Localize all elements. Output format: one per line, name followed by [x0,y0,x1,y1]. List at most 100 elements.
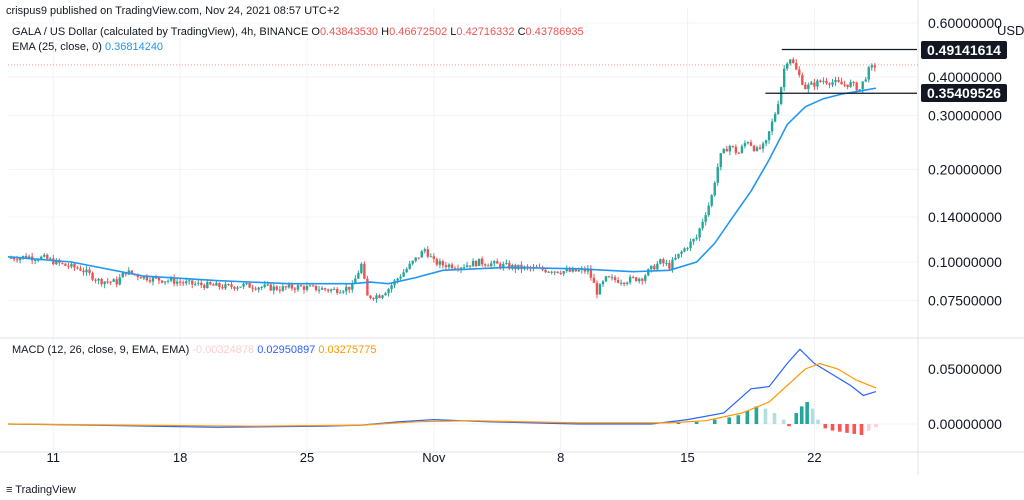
candle-down [299,285,303,287]
candle-down [613,277,617,281]
candle-down [302,286,306,290]
candle-up [490,263,493,267]
candle-down [248,282,251,288]
candle-up [665,262,668,264]
candle-up [447,264,451,268]
candle-down [758,147,762,149]
macd-hist-value: -0.00324878 [192,344,255,356]
candle-up [861,81,864,90]
candle-down [139,277,143,279]
candle-up [263,284,266,287]
candle-down [568,269,571,272]
candle-up [465,265,469,268]
candle-up [782,68,786,88]
time-axis-tick: 18 [173,450,187,465]
macd-histogram-bar [736,415,741,424]
macd-histogram-bar [676,422,681,424]
candle-down [326,289,330,291]
candle-up [650,265,653,270]
candle-down [212,284,215,286]
macd-histogram-bar [837,424,842,432]
candle-up [27,256,31,259]
candle-down [109,281,112,283]
candle-up [628,276,632,283]
candle-down [798,69,801,76]
candle-up [459,267,463,270]
price-tag-low: 0.35409526 [921,84,1007,102]
candle-down [290,284,294,289]
candle-down [496,261,499,264]
currency-label: USD [997,23,1024,38]
price-tag-high: 0.49141614 [921,41,1007,59]
candle-up [375,295,378,299]
candle-down [369,295,372,299]
candle-up [619,282,623,284]
symbol-title: GALA / US Dollar (calculated by TradingV… [12,26,309,38]
candle-up [402,272,405,277]
candle-up [342,291,345,293]
candle-down [487,265,490,267]
macd-histogram-bar [694,421,699,424]
time-axis-tick: 8 [557,450,564,465]
macd-signal-value: 0.03275775 [318,344,377,356]
candle-up [761,143,765,149]
macd-histogram-bar [727,417,732,424]
tradingview-logo: ≡ TradingView [6,484,76,496]
candle-down [209,282,212,285]
candle-up [647,269,650,276]
candle-down [426,249,430,257]
candle-up [37,259,40,261]
candle-down [218,283,221,288]
candle-up [257,287,260,290]
candle-down [82,270,85,273]
candle-up [103,281,106,285]
candle-up [722,148,725,154]
candle-up [764,140,768,144]
candle-down [508,262,511,269]
candle-up [405,268,408,273]
candle-up [121,272,124,278]
candle-up [471,260,475,267]
candle-down [94,279,97,281]
ohlc-open-label: O [311,26,320,38]
candle-down [474,260,478,266]
candle-up [184,281,188,284]
candle-up [175,281,179,284]
macd-histogram-bar [754,406,759,424]
candle-up [118,277,121,285]
candle-up [396,278,399,281]
candle-down [200,282,203,286]
candle-up [695,237,698,240]
candle-up [477,258,481,266]
candle-down [61,262,64,264]
candle-up [305,285,309,290]
candle-down [668,262,671,269]
candle-up [807,84,810,90]
candle-up [85,269,88,273]
candle-up [776,104,780,114]
macd-histogram-bar [712,419,717,424]
candle-up [308,285,312,287]
candle-down [840,81,843,85]
candle-up [610,277,614,279]
candle-up [704,215,707,222]
time-axis-tick: Nov [422,450,446,465]
price-axis-tick: 0.14000000 [928,209,1002,225]
time-axis-tick: 15 [680,450,694,465]
candle-down [607,276,611,278]
candle-up [746,142,750,144]
candle-down [828,83,831,85]
candle-down [480,258,484,265]
candle-down [311,285,315,287]
candle-down [115,279,118,285]
macd-signal-line [7,362,877,427]
candle-up [680,251,683,254]
candle-down [444,265,448,268]
candle-down [181,282,185,284]
candle-down [813,82,816,87]
candle-up [40,256,43,260]
candle-down [559,272,562,274]
macd-histogram-bar [794,413,799,424]
macd-histogram-bar [845,424,849,433]
